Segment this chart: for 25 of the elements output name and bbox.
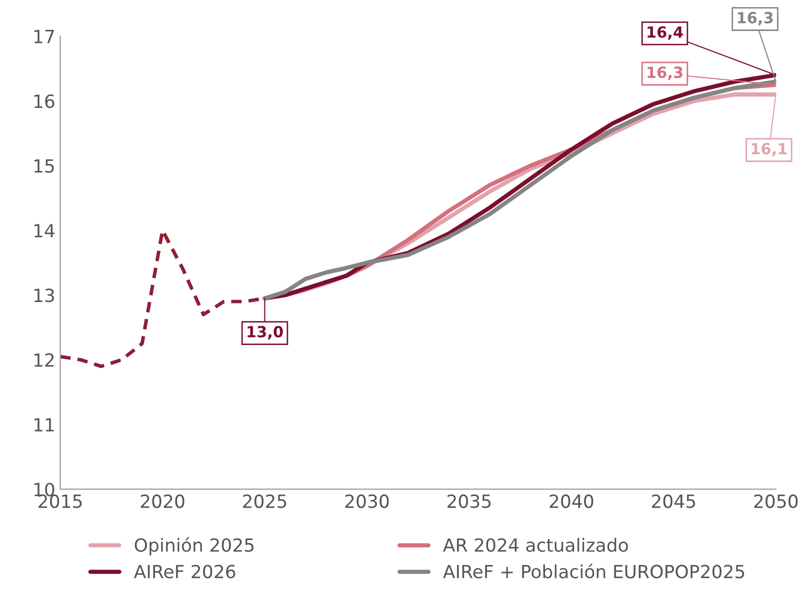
x-tick-label: 2035 bbox=[448, 494, 491, 508]
y-tick-label: 16 bbox=[34, 94, 54, 108]
x-tick-label: 2025 bbox=[243, 494, 286, 508]
x-tick-label: 2050 bbox=[754, 494, 798, 508]
legend-label: AR 2024 actualizado bbox=[443, 538, 628, 552]
data-label: 16,1 bbox=[752, 142, 787, 156]
y-tick-label: 11 bbox=[34, 418, 54, 432]
x-tick-label: 2030 bbox=[345, 494, 389, 508]
y-tick-label: 15 bbox=[34, 159, 54, 173]
y-tick-label: 12 bbox=[34, 353, 54, 367]
x-tick-label: 2045 bbox=[652, 494, 696, 508]
x-tick-label: 2040 bbox=[550, 494, 594, 508]
y-tick-label: 14 bbox=[34, 224, 54, 238]
y-tick-label: 17 bbox=[34, 30, 54, 44]
legend-label: AIReF 2026 bbox=[134, 564, 236, 578]
x-tick-label: 2020 bbox=[140, 494, 184, 508]
data-label: 16,3 bbox=[648, 66, 682, 80]
data-label: 16,4 bbox=[648, 26, 683, 40]
data-label: 13,0 bbox=[248, 326, 283, 340]
data-label: 16,3 bbox=[738, 12, 773, 26]
y-tick-label: 13 bbox=[34, 288, 54, 302]
legend-label: AIReF + Población EUROPOP2025 bbox=[443, 564, 744, 578]
legend-label: Opinión 2025 bbox=[134, 537, 254, 556]
y-tick-label: 10 bbox=[34, 482, 54, 496]
x-tick-label: 2015 bbox=[38, 494, 82, 508]
